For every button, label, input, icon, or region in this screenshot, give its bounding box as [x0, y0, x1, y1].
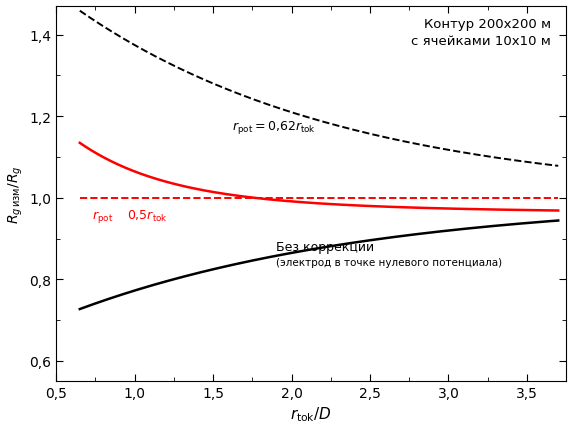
- Text: Контур 200х200 м
с ячейками 10х10 м: Контур 200х200 м с ячейками 10х10 м: [411, 18, 551, 48]
- Text: Без коррекции: Без коррекции: [276, 240, 374, 253]
- Text: (электрод в точке нулевого потенциала): (электрод в точке нулевого потенциала): [276, 257, 502, 267]
- Text: $r_{\mathrm{pot}}$: $r_{\mathrm{pot}}$: [92, 209, 113, 224]
- Text: $0{,}5r_{\mathrm{tok}}$: $0{,}5r_{\mathrm{tok}}$: [127, 209, 168, 224]
- X-axis label: $r_{\mathrm{tok}}/D$: $r_{\mathrm{tok}}/D$: [291, 405, 332, 423]
- Y-axis label: $R_{g\,\mathrm{изм}}/R_{g}$: $R_{g\,\mathrm{изм}}/R_{g}$: [7, 165, 25, 224]
- Text: $r_{\mathrm{pot}} = 0{,}62r_{\mathrm{tok}}$: $r_{\mathrm{pot}} = 0{,}62r_{\mathrm{tok…: [232, 119, 316, 135]
